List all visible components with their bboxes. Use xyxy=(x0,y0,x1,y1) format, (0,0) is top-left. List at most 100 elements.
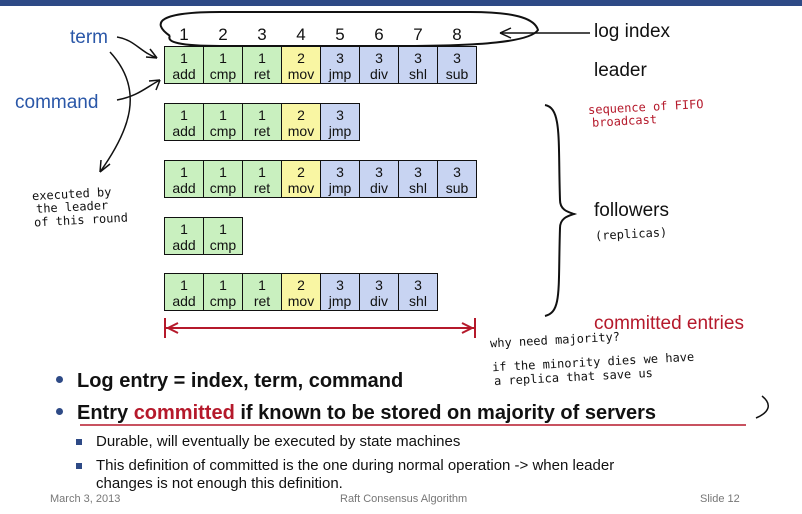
bullet-dot-icon xyxy=(56,376,63,384)
term-label: term xyxy=(70,27,108,48)
entry-term: 3 xyxy=(453,50,461,66)
log-entry: 2 mov xyxy=(281,160,321,198)
follower-log-row: 1 add 1 cmp 1 ret 2 mov 3 jmp xyxy=(164,103,360,141)
index-number: 6 xyxy=(374,25,384,44)
entry-term: 3 xyxy=(414,50,422,66)
entry-command: add xyxy=(172,66,196,82)
log-entry: 1 ret xyxy=(242,46,282,84)
log-entry: 3 div xyxy=(359,273,399,311)
log-entry: 1 cmp xyxy=(203,46,243,84)
entry-command: div xyxy=(370,293,388,309)
index-number: 7 xyxy=(413,25,423,44)
entry-term: 3 xyxy=(336,277,344,293)
entry-term: 1 xyxy=(258,50,266,66)
footer-date: March 3, 2013 xyxy=(50,493,121,505)
index-number: 2 xyxy=(218,25,228,44)
index-number: 1 xyxy=(179,25,189,44)
subbullet-text: Durable, will eventually be executed by … xyxy=(96,433,461,450)
entry-command: mov xyxy=(287,180,315,196)
slide-top-bar xyxy=(0,0,802,6)
log-entry: 1 add xyxy=(164,46,204,84)
index-number: 4 xyxy=(296,25,306,44)
bullet-text-post: if known to be stored on majority of ser… xyxy=(234,402,657,424)
entry-command: mov xyxy=(287,66,315,82)
entry-term: 2 xyxy=(297,277,305,293)
entry-term: 3 xyxy=(375,164,383,180)
entry-term: 3 xyxy=(414,164,422,180)
entry-term: 1 xyxy=(258,107,266,123)
entry-command: div xyxy=(370,66,388,82)
entry-command: shl xyxy=(409,66,427,82)
entry-term: 1 xyxy=(180,50,188,66)
entry-term: 3 xyxy=(453,164,461,180)
entry-term: 1 xyxy=(219,277,227,293)
entry-command: ret xyxy=(253,293,271,309)
log-entry: 3 shl xyxy=(398,46,438,84)
log-entry: 1 add xyxy=(164,217,204,255)
note-executed-3: of this round xyxy=(33,210,129,230)
entry-term: 3 xyxy=(336,164,344,180)
log-entry: 1 add xyxy=(164,160,204,198)
entry-term: 1 xyxy=(180,164,188,180)
follower-log-row: 1 add 1 cmp xyxy=(164,217,243,255)
square-bullet-icon xyxy=(76,439,82,445)
entry-term: 3 xyxy=(375,277,383,293)
log-index-label: log index xyxy=(594,21,671,42)
log-entry: 3 shl xyxy=(398,160,438,198)
entry-term: 1 xyxy=(180,221,188,237)
entry-command: mov xyxy=(287,123,315,139)
index-number: 3 xyxy=(257,25,267,44)
entry-command: jmp xyxy=(328,123,352,139)
followers-label: followers xyxy=(594,200,669,221)
entry-term: 1 xyxy=(180,277,188,293)
log-entry: 2 mov xyxy=(281,46,321,84)
entry-command: sub xyxy=(445,66,469,82)
subbullet-definition: This definition of committed is the one … xyxy=(76,457,614,493)
log-entry: 1 cmp xyxy=(203,217,243,255)
follower-log-row: 1 add 1 cmp 1 ret 2 mov 3 jmp 3 div 3 shl 3 sub xyxy=(164,160,477,198)
entry-command: ret xyxy=(253,180,271,196)
log-entry: 3 sub xyxy=(437,160,477,198)
entry-command: add xyxy=(172,123,196,139)
entry-command: add xyxy=(172,180,196,196)
log-entry: 1 cmp xyxy=(203,103,243,141)
log-entry: 3 jmp xyxy=(320,46,360,84)
entry-command: ret xyxy=(253,66,271,82)
bullet-log-entry: Log entry = index, term, command xyxy=(56,370,403,393)
entry-command: add xyxy=(172,237,196,253)
square-bullet-icon xyxy=(76,463,82,469)
log-entry: 2 mov xyxy=(281,273,321,311)
log-entry: 3 jmp xyxy=(320,160,360,198)
entry-command: cmp xyxy=(209,293,237,309)
index-number: 5 xyxy=(335,25,345,44)
entry-command: cmp xyxy=(209,180,237,196)
log-entry: 1 cmp xyxy=(203,273,243,311)
log-entry: 3 div xyxy=(359,160,399,198)
bullet-text: Log entry = index, term, command xyxy=(77,370,404,392)
entry-term: 3 xyxy=(414,277,422,293)
log-entry: 3 sub xyxy=(437,46,477,84)
bullet-text-committed: committed xyxy=(133,402,235,424)
log-entry: 1 add xyxy=(164,273,204,311)
log-entry: 3 jmp xyxy=(320,103,360,141)
subbullet-text-cont: changes is not enough this definition. xyxy=(96,475,343,492)
note-replicas: (replicas) xyxy=(594,225,668,243)
entry-command: add xyxy=(172,293,196,309)
log-entry: 3 div xyxy=(359,46,399,84)
command-label: command xyxy=(15,92,99,113)
entry-term: 1 xyxy=(219,107,227,123)
log-entry: 2 mov xyxy=(281,103,321,141)
follower-log-row: 1 add 1 cmp 1 ret 2 mov 3 jmp 3 div 3 shl xyxy=(164,273,438,311)
entry-command: shl xyxy=(409,293,427,309)
entry-command: shl xyxy=(409,180,427,196)
entry-command: cmp xyxy=(209,66,237,82)
entry-command: sub xyxy=(445,180,469,196)
entry-term: 1 xyxy=(258,277,266,293)
entry-command: jmp xyxy=(328,180,352,196)
committed-entries-label: committed entries xyxy=(594,313,744,334)
log-entry: 1 ret xyxy=(242,160,282,198)
entry-command: cmp xyxy=(209,123,237,139)
bullet-dot-icon xyxy=(56,408,63,416)
log-entry: 1 ret xyxy=(242,103,282,141)
footer-slide-number: Slide 12 xyxy=(700,493,740,505)
